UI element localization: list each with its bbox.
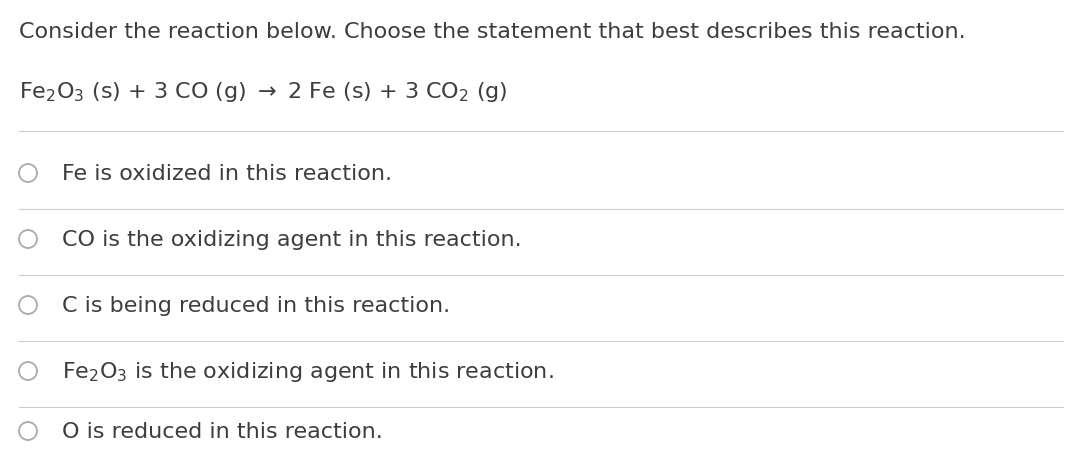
Text: O is reduced in this reaction.: O is reduced in this reaction.	[62, 421, 383, 441]
Text: Fe$_2$O$_3$ is the oxidizing agent in this reaction.: Fe$_2$O$_3$ is the oxidizing agent in th…	[62, 359, 554, 383]
Text: Consider the reaction below. Choose the statement that best describes this react: Consider the reaction below. Choose the …	[19, 22, 966, 42]
Text: CO is the oxidizing agent in this reaction.: CO is the oxidizing agent in this reacti…	[62, 229, 522, 249]
Text: Fe$_2$O$_3$ (s) + 3 CO (g) $\rightarrow$ 2 Fe (s) + 3 CO$_2$ (g): Fe$_2$O$_3$ (s) + 3 CO (g) $\rightarrow$…	[19, 80, 509, 104]
Text: Fe is oxidized in this reaction.: Fe is oxidized in this reaction.	[62, 164, 392, 184]
Text: C is being reduced in this reaction.: C is being reduced in this reaction.	[62, 295, 450, 315]
